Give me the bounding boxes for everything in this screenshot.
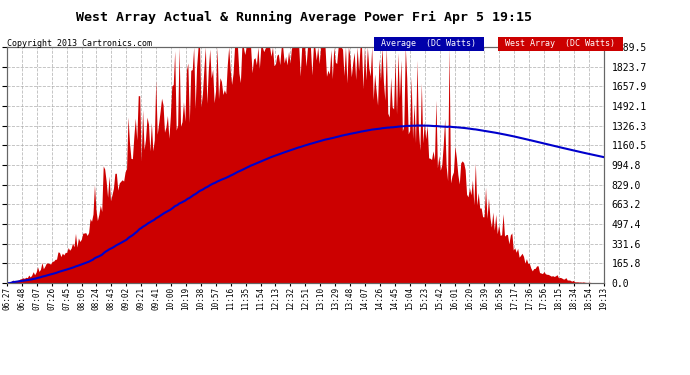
Text: Average  (DC Watts): Average (DC Watts) <box>376 39 481 48</box>
Text: Copyright 2013 Cartronics.com: Copyright 2013 Cartronics.com <box>7 39 152 48</box>
Text: West Array Actual & Running Average Power Fri Apr 5 19:15: West Array Actual & Running Average Powe… <box>76 11 531 24</box>
Text: West Array  (DC Watts): West Array (DC Watts) <box>500 39 620 48</box>
